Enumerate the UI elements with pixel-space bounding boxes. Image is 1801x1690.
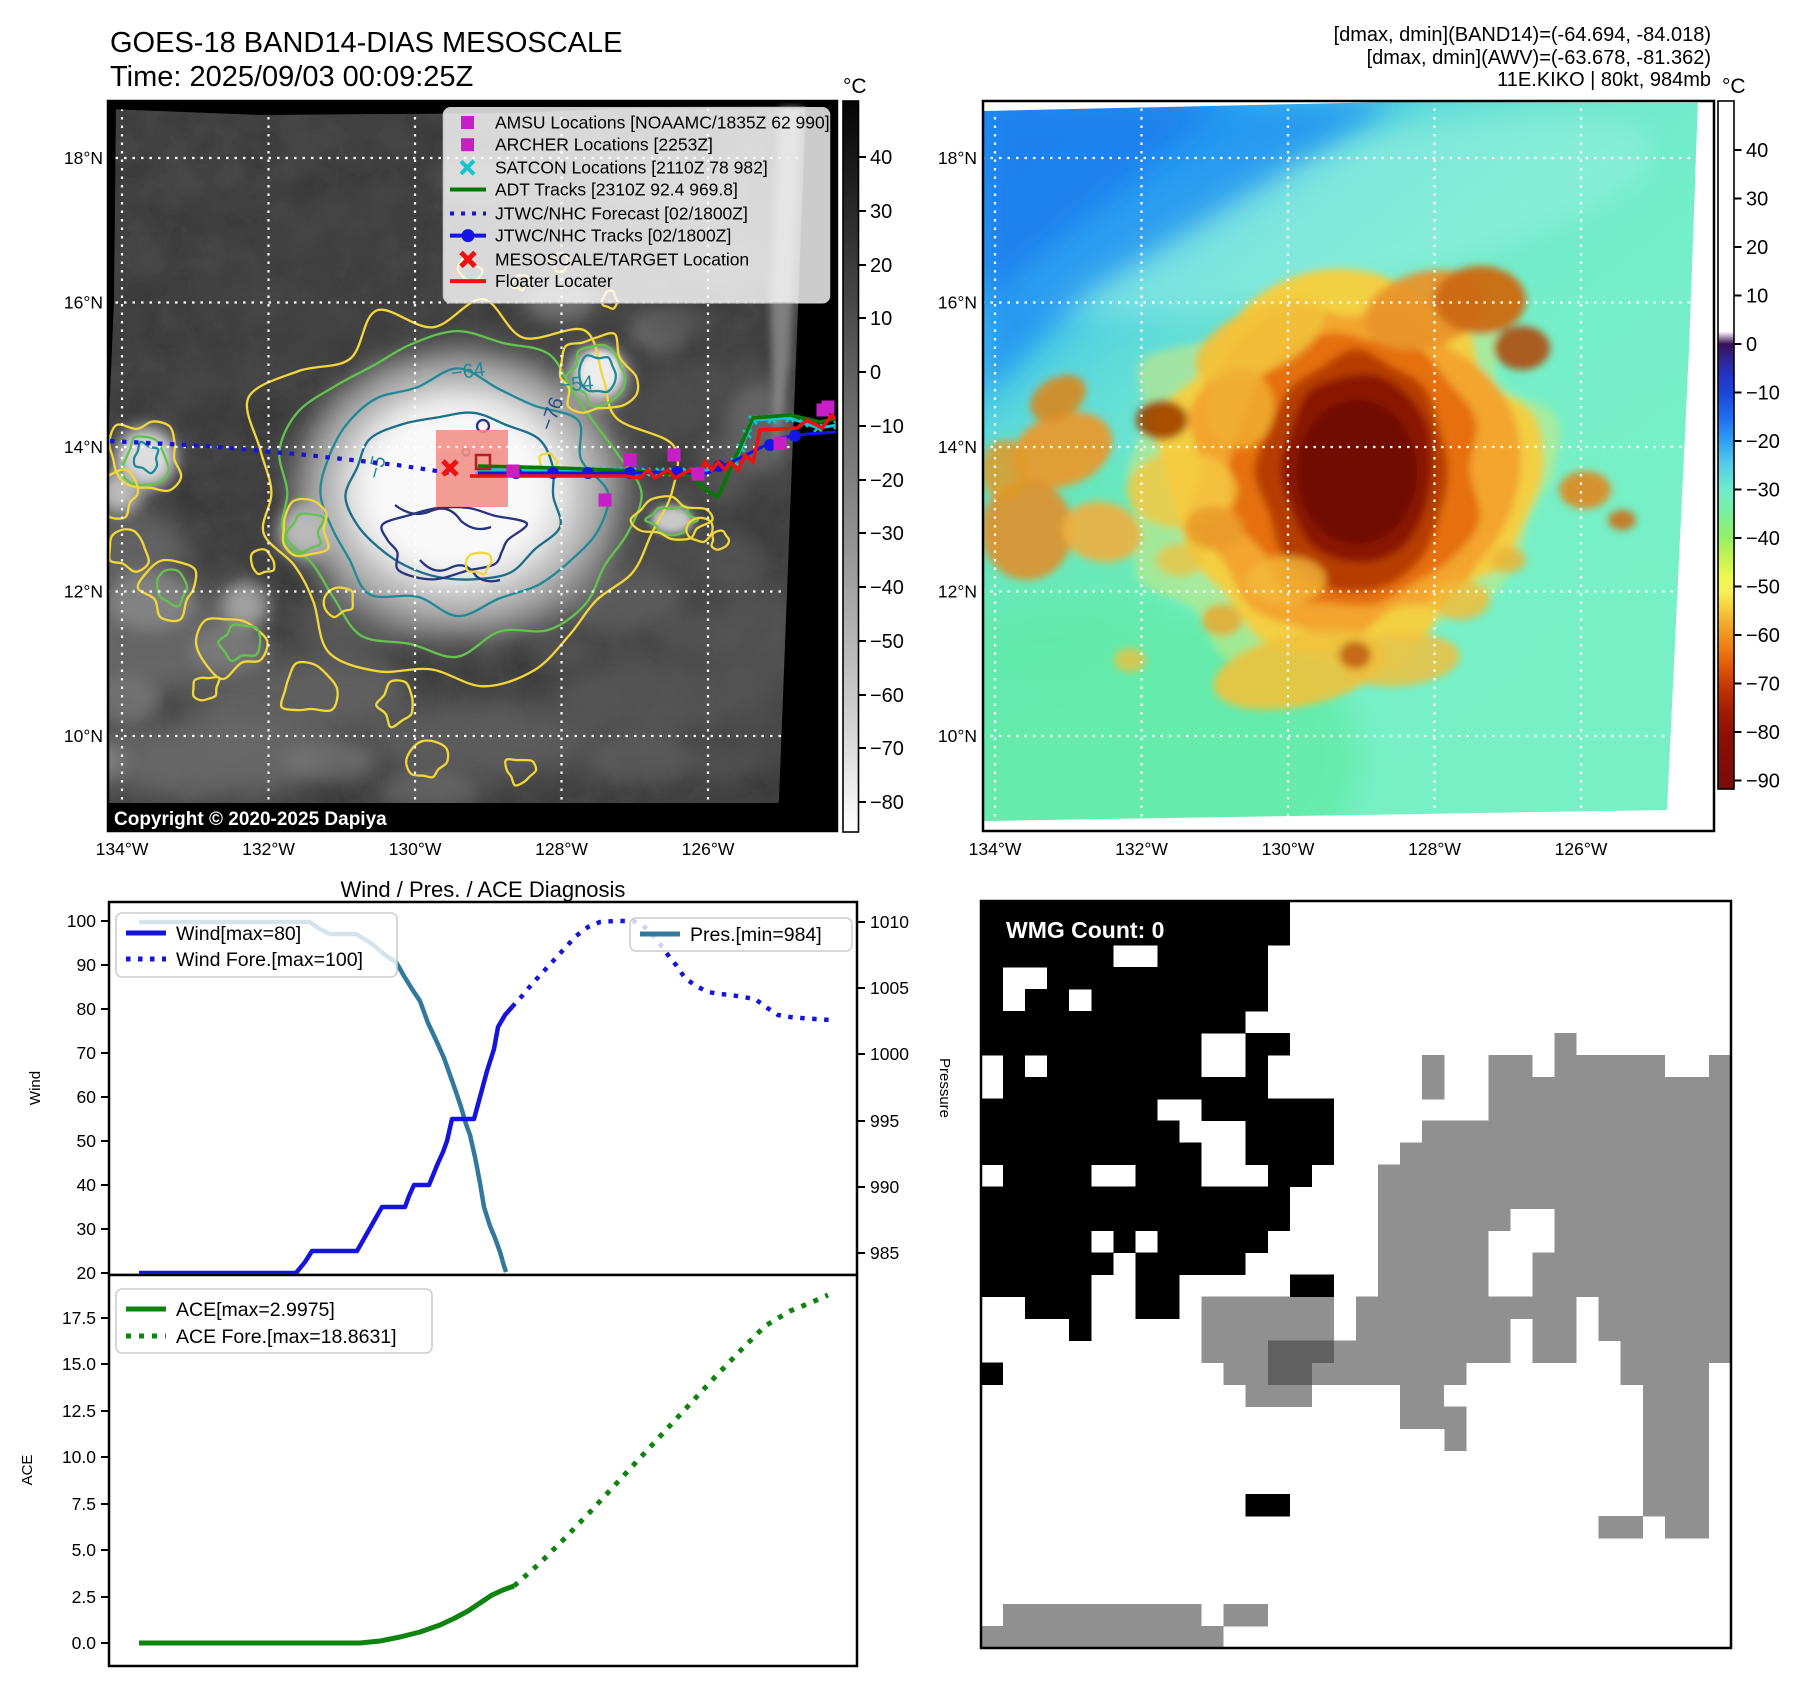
svg-text:80: 80 <box>77 999 97 1019</box>
svg-text:Wind / Pres. / ACE Diagnosis: Wind / Pres. / ACE Diagnosis <box>341 877 626 902</box>
svg-text:SATCON Locations [2110Z 78 982: SATCON Locations [2110Z 78 982] <box>495 157 768 177</box>
svg-text:1000: 1000 <box>870 1044 909 1064</box>
svg-text:16°N: 16°N <box>938 293 977 313</box>
svg-text:130°W: 130°W <box>389 839 442 859</box>
svg-text:995: 995 <box>870 1111 899 1131</box>
svg-text:−40: −40 <box>1746 528 1780 550</box>
svg-text:40: 40 <box>1746 140 1768 162</box>
svg-text:−80: −80 <box>870 792 904 814</box>
svg-text:134°W: 134°W <box>969 839 1022 859</box>
svg-text:MESOSCALE/TARGET Location: MESOSCALE/TARGET Location <box>495 249 749 269</box>
svg-text:[dmax, dmin](BAND14)=(-64.694,: [dmax, dmin](BAND14)=(-64.694, -84.018) <box>1334 24 1711 46</box>
svg-text:12°N: 12°N <box>938 582 977 602</box>
svg-text:ADT Tracks [2310Z 92.4 969.8]: ADT Tracks [2310Z 92.4 969.8] <box>495 180 738 200</box>
svg-text:1005: 1005 <box>870 978 909 998</box>
svg-text:Wind[max=80]: Wind[max=80] <box>176 923 301 945</box>
svg-text:−70: −70 <box>1746 674 1780 696</box>
svg-text:10.0: 10.0 <box>62 1447 96 1467</box>
svg-text:30: 30 <box>870 201 892 223</box>
svg-text:Floater Locater: Floater Locater <box>495 271 613 291</box>
svg-text:10: 10 <box>1746 286 1768 308</box>
svg-text:985: 985 <box>870 1243 899 1263</box>
svg-text:−30: −30 <box>870 523 904 545</box>
svg-text:Pressure: Pressure <box>936 1058 953 1118</box>
svg-text:Copyright © 2020-2025 Dapiya: Copyright © 2020-2025 Dapiya <box>114 809 387 830</box>
svg-text:20: 20 <box>77 1263 97 1283</box>
svg-text:90: 90 <box>77 955 97 975</box>
svg-text:−64: −64 <box>450 358 487 385</box>
svg-text:GOES-18 BAND14-DIAS MESOSCALE: GOES-18 BAND14-DIAS MESOSCALE <box>110 27 623 59</box>
svg-text:10°N: 10°N <box>938 726 977 746</box>
svg-text:JTWC/NHC Tracks [02/1800Z]: JTWC/NHC Tracks [02/1800Z] <box>495 226 731 246</box>
svg-text:ACE[max=2.9975]: ACE[max=2.9975] <box>176 1299 335 1321</box>
svg-text:0.0: 0.0 <box>72 1633 97 1653</box>
svg-text:JTWC/NHC Forecast [02/1800Z]: JTWC/NHC Forecast [02/1800Z] <box>495 204 748 224</box>
svg-text:16°N: 16°N <box>64 293 103 313</box>
svg-text:Wind Fore.[max=100]: Wind Fore.[max=100] <box>176 949 363 971</box>
svg-text:−60: −60 <box>870 685 904 707</box>
svg-text:AMSU Locations [NOAAMC/1835Z 6: AMSU Locations [NOAAMC/1835Z 62 990] <box>495 113 830 133</box>
svg-text:14°N: 14°N <box>64 437 103 457</box>
svg-text:−10: −10 <box>1746 383 1780 405</box>
svg-text:40: 40 <box>870 147 892 169</box>
svg-text:−70: −70 <box>870 738 904 760</box>
svg-text:1010: 1010 <box>870 912 909 932</box>
svg-text:ACE: ACE <box>19 1455 36 1486</box>
svg-text:17.5: 17.5 <box>62 1308 96 1328</box>
svg-text:50: 50 <box>77 1131 97 1151</box>
svg-text:12.5: 12.5 <box>62 1401 96 1421</box>
svg-text:15.0: 15.0 <box>62 1354 96 1374</box>
svg-text:−10: −10 <box>870 416 904 438</box>
svg-text:Wind: Wind <box>27 1071 44 1105</box>
svg-text:−80: −80 <box>1746 722 1780 744</box>
svg-text:ARCHER Locations [2253Z]: ARCHER Locations [2253Z] <box>495 135 713 155</box>
svg-text:°C: °C <box>1722 75 1746 98</box>
svg-text:18°N: 18°N <box>64 148 103 168</box>
svg-text:Time: 2025/09/03 00:09:25Z: Time: 2025/09/03 00:09:25Z <box>110 61 473 93</box>
svg-text:−54: −54 <box>559 372 595 397</box>
svg-text:60: 60 <box>77 1087 97 1107</box>
svg-text:10: 10 <box>870 308 892 330</box>
svg-text:0: 0 <box>870 362 881 384</box>
svg-text:12°N: 12°N <box>64 582 103 602</box>
svg-text:−50: −50 <box>1746 577 1780 599</box>
svg-text:Pres.[min=984]: Pres.[min=984] <box>690 924 822 946</box>
svg-text:−30: −30 <box>1746 480 1780 502</box>
svg-text:126°W: 126°W <box>682 839 735 859</box>
svg-text:−60: −60 <box>1746 625 1780 647</box>
svg-text:7.5: 7.5 <box>72 1494 96 1514</box>
svg-text:5.0: 5.0 <box>72 1540 97 1560</box>
svg-text:14°N: 14°N <box>938 437 977 457</box>
svg-text:2.5: 2.5 <box>72 1587 96 1607</box>
svg-text:[dmax, dmin](AWV)=(-63.678, -8: [dmax, dmin](AWV)=(-63.678, -81.362) <box>1367 47 1711 69</box>
svg-text:30: 30 <box>77 1219 97 1239</box>
svg-text:ACE Fore.[max=18.8631]: ACE Fore.[max=18.8631] <box>176 1326 397 1348</box>
svg-text:20: 20 <box>870 255 892 277</box>
svg-text:18°N: 18°N <box>938 148 977 168</box>
svg-text:−50: −50 <box>870 631 904 653</box>
svg-text:WMG Count: 0: WMG Count: 0 <box>1006 917 1164 943</box>
svg-text:10°N: 10°N <box>64 726 103 746</box>
svg-text:30: 30 <box>1746 189 1768 211</box>
svg-text:128°W: 128°W <box>1408 839 1461 859</box>
svg-text:130°W: 130°W <box>1262 839 1315 859</box>
svg-text:0: 0 <box>1746 334 1757 356</box>
svg-text:70: 70 <box>77 1043 97 1063</box>
svg-text:−90: −90 <box>1746 771 1780 793</box>
svg-text:990: 990 <box>870 1177 899 1197</box>
svg-text:134°W: 134°W <box>96 839 149 859</box>
svg-text:−20: −20 <box>1746 431 1780 453</box>
svg-text:°C: °C <box>843 75 867 98</box>
svg-text:128°W: 128°W <box>535 839 588 859</box>
svg-text:20: 20 <box>1746 237 1768 259</box>
svg-text:11E.KIKO | 80kt, 984mb: 11E.KIKO | 80kt, 984mb <box>1497 69 1711 91</box>
svg-text:−40: −40 <box>870 577 904 599</box>
svg-text:100: 100 <box>67 911 96 931</box>
svg-text:−20: −20 <box>870 470 904 492</box>
svg-text:132°W: 132°W <box>242 839 295 859</box>
svg-text:40: 40 <box>77 1175 97 1195</box>
svg-text:126°W: 126°W <box>1555 839 1608 859</box>
svg-text:132°W: 132°W <box>1115 839 1168 859</box>
